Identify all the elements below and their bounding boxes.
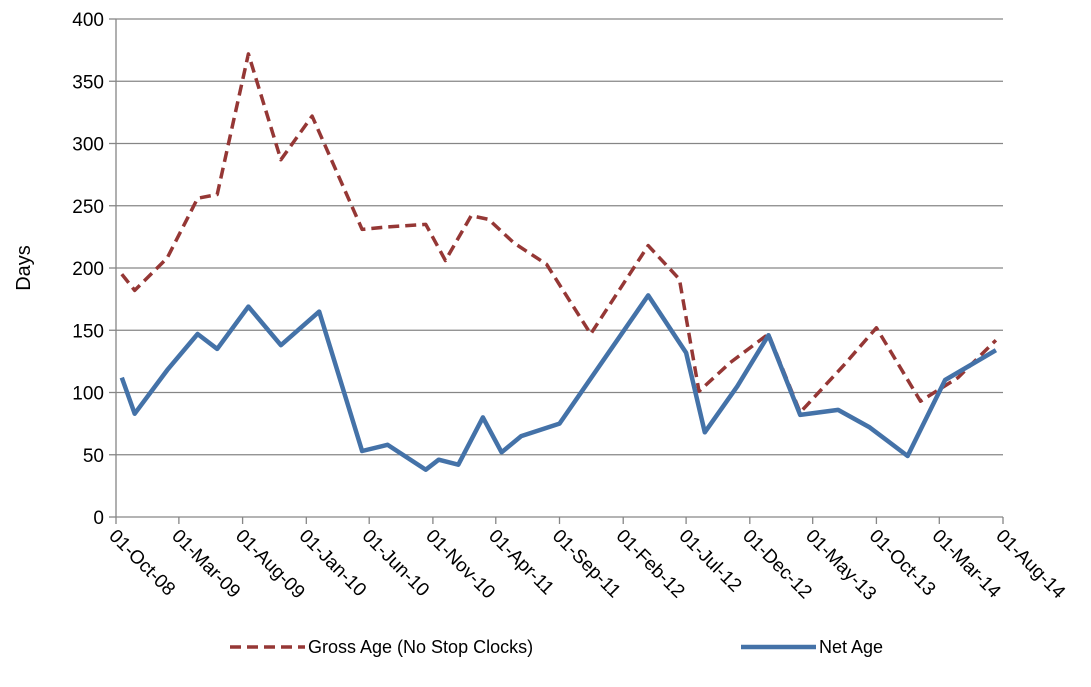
x-tick-label: 01-Aug-14 xyxy=(991,526,1069,604)
x-axis: 01-Oct-0801-Mar-0901-Aug-0901-Jan-1001-J… xyxy=(104,516,1069,605)
x-tick-label: 01-Sep-11 xyxy=(548,526,625,603)
series-line-gross-age xyxy=(120,52,998,415)
y-tick-label: 100 xyxy=(72,384,104,405)
y-tick-label: 50 xyxy=(83,446,104,467)
y-axis: 0 50 100 150 200 250 300 350 400 xyxy=(72,10,117,529)
y-tick-label: 350 xyxy=(72,72,104,93)
y-tick-label: 250 xyxy=(72,197,104,218)
y-tick-label: 150 xyxy=(72,321,104,342)
x-tick-label: 01-Mar-09 xyxy=(167,526,244,603)
x-tick-label: 01-Mar-14 xyxy=(928,526,1005,603)
gridlines xyxy=(116,18,1003,456)
series-lines xyxy=(119,52,998,472)
y-tick-label: 400 xyxy=(72,10,104,31)
x-tick-label: 01-Jun-10 xyxy=(358,526,433,601)
y-tick-label: 300 xyxy=(72,135,104,156)
y-tick-label: 200 xyxy=(72,259,104,280)
y-axis-title: Days xyxy=(13,245,35,291)
legend-label: Net Age xyxy=(819,637,883,657)
legend: Gross Age (No Stop Clocks) Net Age xyxy=(230,637,883,657)
y-tick-label: 0 xyxy=(93,508,104,529)
legend-label: Gross Age (No Stop Clocks) xyxy=(308,637,533,657)
series-line-net-age xyxy=(119,293,998,472)
x-tick-label: 01-Oct-08 xyxy=(104,526,179,601)
